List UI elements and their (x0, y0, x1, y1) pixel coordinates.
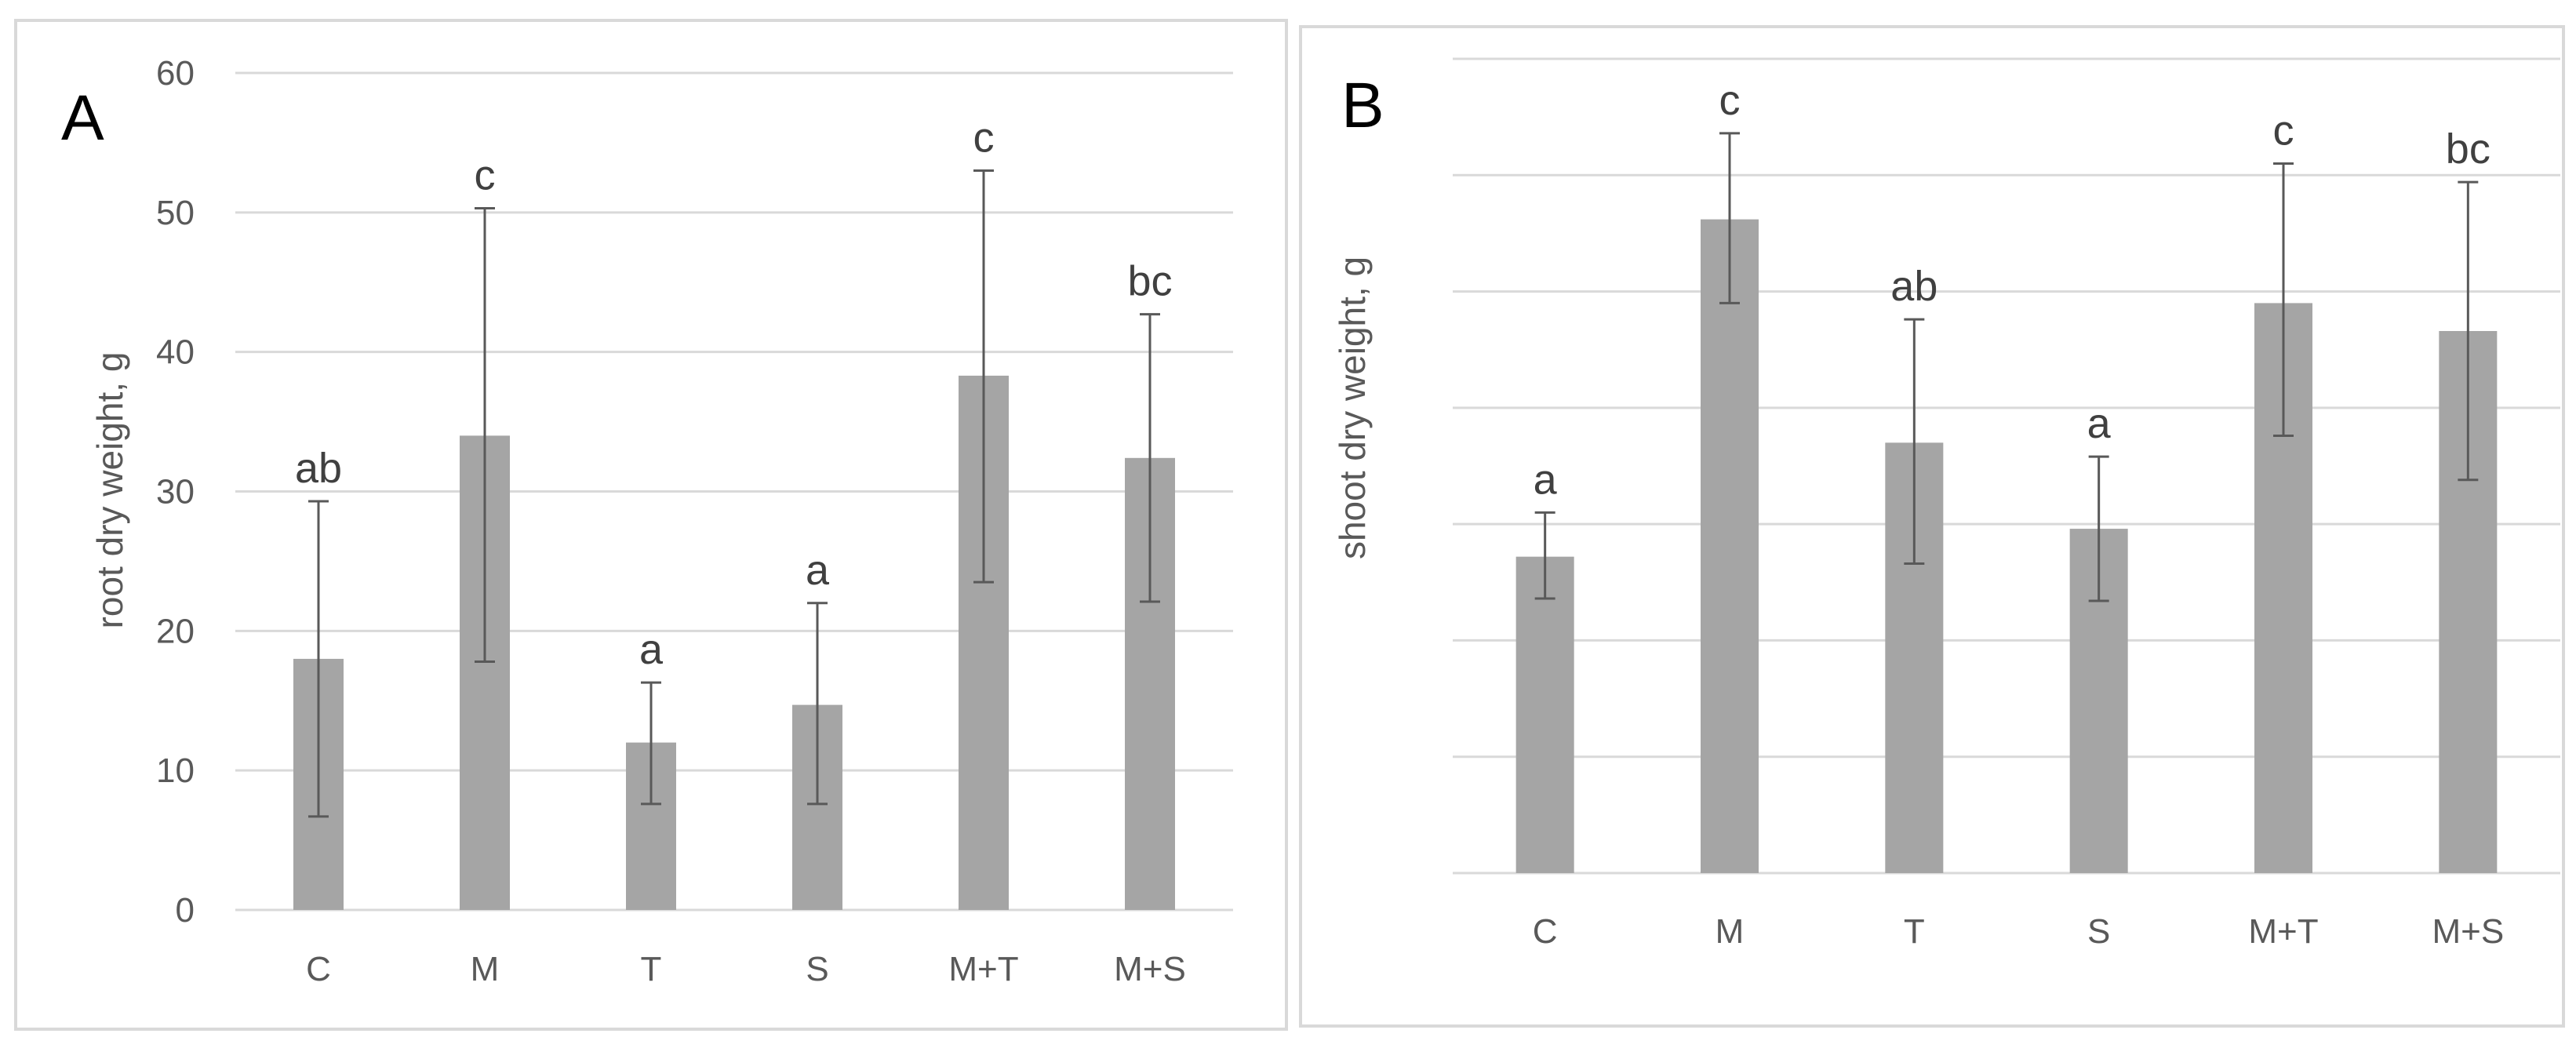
panel-a-gridlines (235, 71, 1233, 912)
panel-b-bars (1515, 219, 2498, 873)
panel-b-x-tick-M+T: M+T (2248, 912, 2318, 951)
panel-a-x-tick-C: C (306, 950, 331, 988)
panel-a-sig-letter-S: a (806, 547, 830, 594)
panel-b-x-tick-S: S (2087, 912, 2110, 951)
panel-a-error-bar-M+T (973, 169, 994, 584)
panel-b: B a c ab a c bc C M T S M+T M+S shoot dry weight, … (1299, 25, 2565, 1028)
panel-b-error-bar-M+T (2273, 162, 2294, 437)
panel-a-y-tick-label: 60 (156, 54, 195, 93)
panel-a-sig-letter-M+S: bc (1127, 258, 1172, 305)
panel-b-error-bar-S (2088, 455, 2109, 602)
panel-a-x-tick-M+T: M+T (948, 950, 1018, 988)
panel-a-y-tick-label: 20 (156, 612, 195, 650)
panel-b-label: B (1341, 70, 1384, 141)
panel-a-error-bar-S (807, 602, 828, 806)
panel-a-y-tick-label: 50 (156, 194, 195, 232)
panel-b-x-tick-M+S: M+S (2432, 912, 2504, 951)
panel-a-x-tick-M: M (471, 950, 500, 988)
panel-b-x-tick-M: M (1716, 912, 1745, 951)
panel-b-bar-M (1701, 219, 1759, 873)
panel-b-sig-letter-M: c (1719, 77, 1741, 124)
panel-b-sig-letter-C: a (1534, 456, 1558, 503)
panel-b-significance-letters: a c ab a c bc (1534, 77, 2490, 503)
panel-a-x-ticks: C M T S M+T M+S (306, 950, 1186, 988)
panel-b-error-bar-T (1904, 318, 1925, 566)
panel-a-y-tick-label: 30 (156, 473, 195, 511)
panel-b-gridlines (1453, 57, 2560, 875)
panel-b-x-tick-C: C (1533, 912, 1558, 951)
panel-a-error-bar-C (308, 500, 329, 818)
panel-b-error-bar-C (1534, 511, 1555, 600)
panel-a-error-bar-M (475, 206, 495, 663)
panel-a-sig-letter-T: a (639, 626, 664, 673)
panel-a-error-bars (308, 169, 1160, 818)
panel-b-x-tick-T: T (1904, 912, 1925, 951)
panel-a-y-tick-label: 10 (156, 751, 195, 790)
panel-a-significance-letters: ab c a a c bc (295, 114, 1173, 673)
panel-a-x-tick-M+S: M+S (1114, 950, 1186, 988)
panel-b-x-ticks: C M T S M+T M+S (1533, 912, 2504, 951)
panel-b-y-axis-label: shoot dry weight, g (1332, 257, 1373, 559)
panel-a-sig-letter-M: c (475, 151, 496, 198)
panel-a-x-tick-S: S (806, 950, 828, 988)
panel-b-error-bar-M+S (2458, 180, 2479, 482)
panel-a-y-tick-label: 40 (156, 333, 195, 372)
panel-b-sig-letter-M+S: bc (2446, 126, 2490, 173)
panel-a-error-bar-T (641, 681, 661, 806)
panel-a-label: A (61, 82, 104, 154)
panel-a-sig-letter-M+T: c (973, 114, 995, 161)
panel-a-y-axis-label: root dry weight, g (89, 352, 130, 629)
panel-a-y-tick-label: 0 (176, 891, 195, 930)
panel-b-sig-letter-M+T: c (2273, 107, 2294, 154)
panel-a-error-bar-M+S (1140, 313, 1160, 603)
panel-a-y-ticks: 0 10 20 30 40 50 60 (156, 54, 195, 930)
panel-b-bar-C (1515, 556, 1574, 873)
panel-b-error-bars (1534, 132, 2479, 602)
panel-a-x-tick-T: T (641, 950, 662, 988)
panel-a-sig-letter-C: ab (295, 445, 342, 492)
panel-b-error-bar-M (1719, 132, 1740, 304)
panel-b-sig-letter-S: a (2087, 400, 2112, 447)
panel-b-sig-letter-T: ab (1890, 263, 1937, 310)
panel-a: A 0 10 20 30 40 50 60 ab c a a c bc C M T S M+T M+S root… (14, 19, 1288, 1031)
